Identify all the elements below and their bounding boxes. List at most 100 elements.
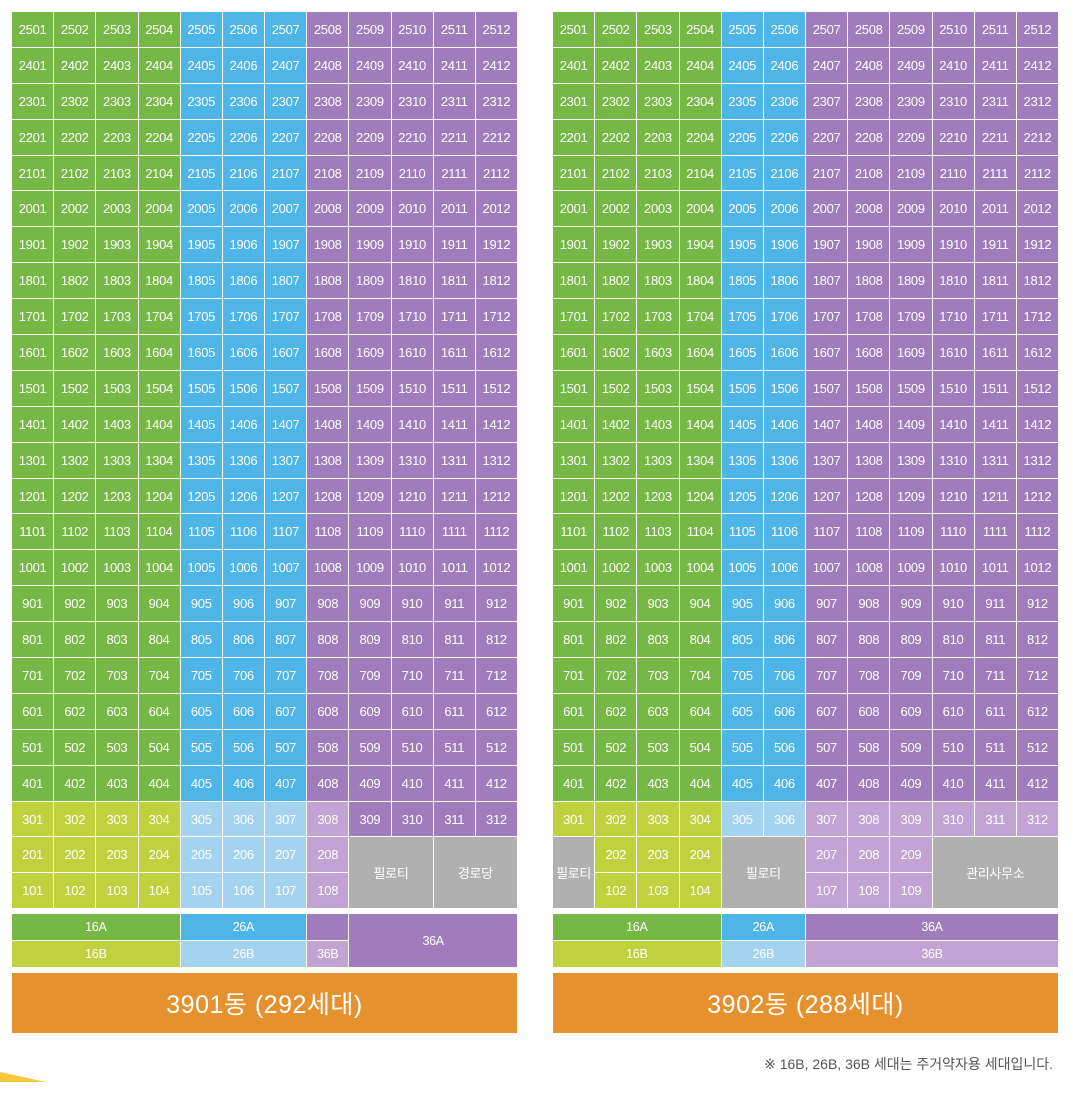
unit-cell: 707 xyxy=(806,658,848,693)
unit-cell: 1402 xyxy=(595,406,637,442)
unit-cell: 1801 xyxy=(553,263,595,299)
unit-cell: 1105 xyxy=(721,514,763,550)
unit-cell: 1105 xyxy=(180,514,222,550)
unit-cell: 1003 xyxy=(637,550,679,586)
unit-cell: 2001 xyxy=(553,191,595,227)
unit-cell: 606 xyxy=(222,693,264,729)
unit-cell: 1205 xyxy=(180,478,222,514)
unit-cell: 602 xyxy=(54,693,96,729)
unit-cell: 1704 xyxy=(679,299,721,335)
unit-cell: 1106 xyxy=(763,514,805,550)
unit-cell: 1209 xyxy=(890,478,932,514)
unit-cell: 1609 xyxy=(890,335,932,370)
unit-cell: 2312 xyxy=(475,83,517,119)
unit-cell: 802 xyxy=(54,622,96,658)
unit-cell: 1012 xyxy=(1016,550,1058,586)
legend-item: 16B xyxy=(553,941,721,968)
unit-cell: 510 xyxy=(932,729,974,765)
unit-cell: 1701 xyxy=(12,299,54,335)
unit-cell: 612 xyxy=(475,693,517,729)
unit-cell: 2005 xyxy=(721,191,763,227)
unit-cell: 705 xyxy=(721,658,763,693)
unit-cell: 2410 xyxy=(391,47,433,83)
unit-cell: 906 xyxy=(763,586,805,622)
footnote: ※ 16B, 26B, 36B 세대는 주거약자용 세대입니다. xyxy=(764,1056,1053,1072)
unit-cell: 309 xyxy=(349,801,391,837)
unit-cell: 610 xyxy=(391,693,433,729)
unit-cell: 201 xyxy=(12,837,54,873)
unit-cell: 308 xyxy=(307,801,349,837)
unit-cell: 1905 xyxy=(721,227,763,263)
unit-cell: 1403 xyxy=(637,406,679,442)
unit-cell: 1207 xyxy=(806,478,848,514)
unit-cell: 2402 xyxy=(54,47,96,83)
unit-cell: 1511 xyxy=(974,370,1016,406)
unit-cell: 2410 xyxy=(932,47,974,83)
unit-cell: 1508 xyxy=(307,370,349,406)
unit-cell: 2408 xyxy=(307,47,349,83)
unit-cell: 708 xyxy=(848,658,890,693)
unit-cell: 311 xyxy=(433,801,475,837)
unit-cell: 2404 xyxy=(138,47,180,83)
unit-cell: 1806 xyxy=(763,263,805,299)
unit-cell: 2401 xyxy=(12,47,54,83)
unit-cell: 2512 xyxy=(475,12,517,47)
unit-cell: 2511 xyxy=(433,12,475,47)
unit-cell: 403 xyxy=(96,765,138,801)
unit-cell: 2210 xyxy=(932,119,974,155)
unit-cell: 1907 xyxy=(806,227,848,263)
unit-cell: 1702 xyxy=(54,299,96,335)
unit-cell: 102 xyxy=(54,873,96,909)
unit-cell: 2001 xyxy=(12,191,54,227)
unit-cell: 2503 xyxy=(637,12,679,47)
unit-cell: 2305 xyxy=(180,83,222,119)
unit-cell: 1410 xyxy=(932,406,974,442)
unit-cell: 1510 xyxy=(391,370,433,406)
unit-cell: 1006 xyxy=(222,550,264,586)
unit-cell: 2412 xyxy=(475,47,517,83)
unit-cell: 809 xyxy=(890,622,932,658)
unit-cell: 1210 xyxy=(932,478,974,514)
unit-cell: 803 xyxy=(96,622,138,658)
unit-cell: 1812 xyxy=(475,263,517,299)
unit-cell: 2107 xyxy=(265,155,307,191)
unit-cell: 1103 xyxy=(96,514,138,550)
unit-cell: 1803 xyxy=(96,263,138,299)
unit-cell: 411 xyxy=(433,765,475,801)
unit-cell: 510 xyxy=(391,729,433,765)
unit-cell: 1505 xyxy=(721,370,763,406)
unit-cell: 2011 xyxy=(974,191,1016,227)
unit-cell: 401 xyxy=(12,765,54,801)
unit-cell: 1805 xyxy=(180,263,222,299)
unit-cell: 2503 xyxy=(96,12,138,47)
unit-cell: 1709 xyxy=(349,299,391,335)
unit-cell: 1710 xyxy=(932,299,974,335)
unit-cell: 1911 xyxy=(974,227,1016,263)
unit-cell: 804 xyxy=(138,622,180,658)
unit-cell: 2411 xyxy=(974,47,1016,83)
unit-cell: 2201 xyxy=(553,119,595,155)
unit-cell: 901 xyxy=(12,586,54,622)
unit-cell: 2203 xyxy=(637,119,679,155)
unit-cell: 1711 xyxy=(433,299,475,335)
unit-cell: 1501 xyxy=(12,370,54,406)
unit-cell: 1603 xyxy=(637,335,679,370)
unit-cell: 1407 xyxy=(806,406,848,442)
unit-cell: 807 xyxy=(806,622,848,658)
unit-cell: 909 xyxy=(349,586,391,622)
unit-cell: 2103 xyxy=(637,155,679,191)
unit-cell: 1202 xyxy=(595,478,637,514)
unit-cell: 2101 xyxy=(12,155,54,191)
unit-cell: 2409 xyxy=(890,47,932,83)
unit-cell: 2110 xyxy=(932,155,974,191)
unit-cell: 1901 xyxy=(553,227,595,263)
unit-cell: 1212 xyxy=(1016,478,1058,514)
unit-cell: 1502 xyxy=(54,370,96,406)
unit-cell: 1411 xyxy=(974,406,1016,442)
unit-cell: 312 xyxy=(1016,801,1058,837)
unit-cell: 610 xyxy=(932,693,974,729)
unit-cell: 512 xyxy=(1016,729,1058,765)
unit-cell: 312 xyxy=(475,801,517,837)
unit-cell: 1601 xyxy=(12,335,54,370)
unit-cell: 906 xyxy=(222,586,264,622)
